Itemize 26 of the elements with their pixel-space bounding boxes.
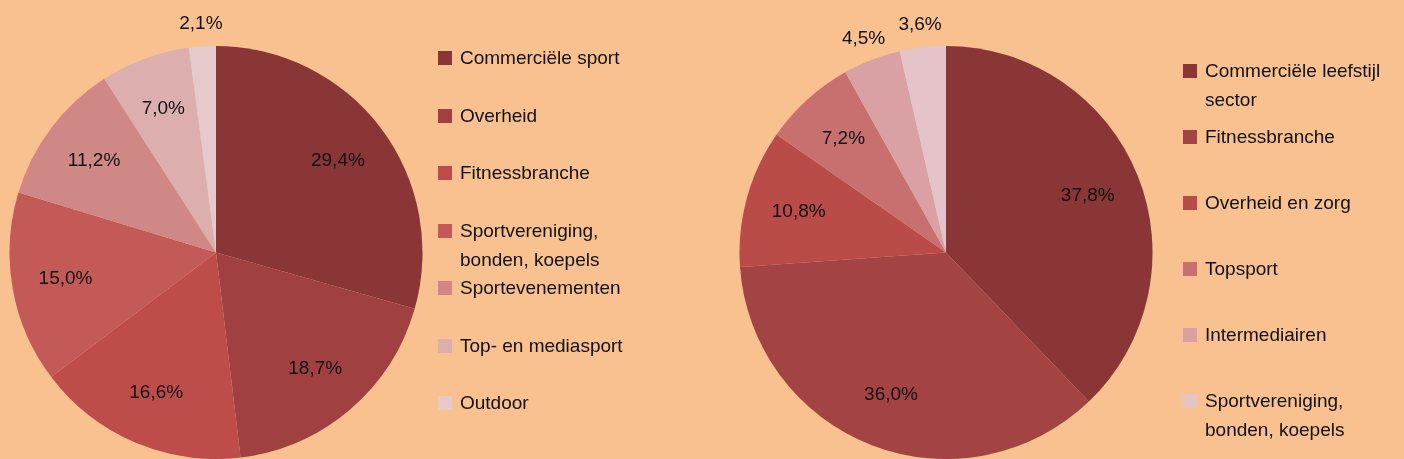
data-label: 37,8%: [1060, 183, 1115, 205]
data-label: 7,2%: [821, 127, 866, 149]
data-label: 15,0%: [38, 267, 93, 289]
legend-label: Commerciële leefstijl sector: [1204, 59, 1382, 112]
legend-label: Sportvereniging, bonden, koepels: [459, 218, 601, 272]
data-label: 4,5%: [841, 26, 886, 48]
legend-label: Intermediairen: [1204, 323, 1328, 347]
data-label: 10,8%: [771, 200, 826, 222]
legend-label: Overheid en zorg: [1204, 191, 1352, 215]
legend-label: Fitnessbranche: [1204, 125, 1336, 149]
data-label: 7,0%: [141, 97, 186, 119]
legend-label: Topsport: [1204, 257, 1279, 281]
legend-label: Sportvereniging, bonden, koepels: [1204, 389, 1346, 442]
data-label: 18,7%: [288, 356, 343, 378]
legend-label: Fitnessbranche: [459, 161, 591, 185]
data-label: 3,6%: [898, 12, 942, 34]
data-label: 36,0%: [864, 383, 919, 405]
legend-label: Outdoor: [459, 391, 530, 415]
data-label: 11,2%: [67, 148, 121, 170]
legend-label: Top- en mediasport: [459, 333, 624, 358]
data-label: 2,1%: [179, 12, 223, 34]
data-label: 16,6%: [129, 381, 184, 403]
legend-label: Commerciële sport: [459, 46, 621, 70]
data-label: 29,4%: [310, 148, 365, 170]
legend-label: Overheid: [459, 103, 539, 128]
legend-label: Sportevenementen: [459, 276, 622, 300]
